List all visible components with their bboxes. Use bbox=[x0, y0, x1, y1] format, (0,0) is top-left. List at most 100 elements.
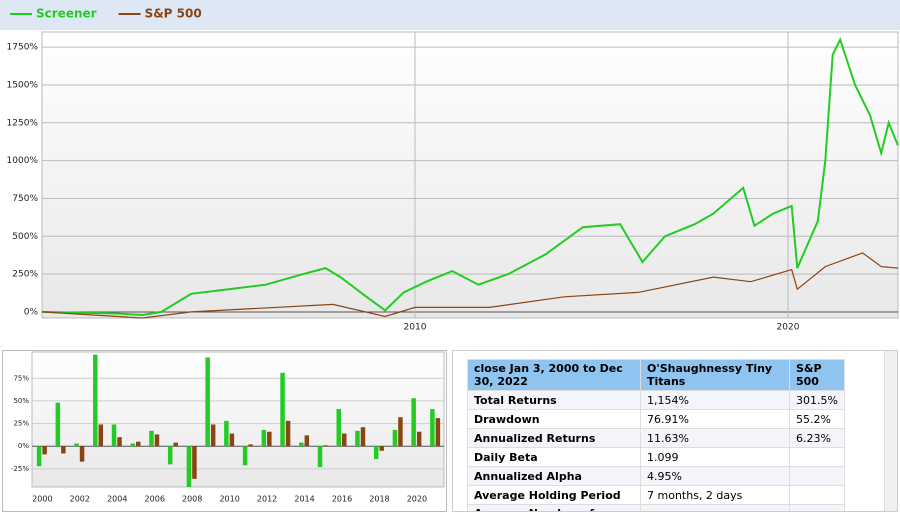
empty-cell bbox=[789, 504, 845, 511]
scrollbar[interactable] bbox=[884, 351, 897, 511]
line-chart: 0% 250% 500% 750% 1000% 1250% 1500% 1750% 2010 20… bbox=[0, 0, 900, 333]
bar bbox=[267, 431, 272, 447]
x-tick-label: 2000 bbox=[32, 495, 52, 504]
bar bbox=[398, 417, 403, 447]
x-tick-label: 2008 bbox=[182, 495, 202, 504]
bar bbox=[205, 357, 210, 447]
y-tick-label: 1500% bbox=[7, 80, 39, 90]
x-tick-label: 2010 bbox=[219, 495, 239, 504]
bar bbox=[317, 446, 323, 468]
row-label: Average Number of Positions bbox=[467, 504, 641, 511]
y-tick-label: 1750% bbox=[7, 43, 39, 53]
y-tick-label: 1000% bbox=[7, 156, 39, 166]
cell: 11.63% bbox=[640, 428, 790, 448]
bar bbox=[173, 442, 178, 447]
row-label: Drawdown bbox=[467, 409, 641, 429]
table-row: Average Number of Positions96 bbox=[467, 504, 845, 511]
bar bbox=[435, 418, 441, 447]
y-tick-label: 25% bbox=[13, 420, 29, 428]
y-tick-label: 75% bbox=[13, 374, 29, 382]
bar bbox=[117, 437, 122, 447]
bar bbox=[342, 433, 347, 447]
bar bbox=[430, 409, 435, 447]
empty-cell bbox=[789, 485, 845, 505]
bar bbox=[36, 446, 42, 467]
x-tick-label: 2012 bbox=[257, 495, 277, 504]
bar bbox=[79, 446, 85, 462]
x-tick-label: 2016 bbox=[332, 495, 352, 504]
row-label: Annualized Alpha bbox=[467, 466, 641, 486]
bar bbox=[304, 435, 310, 447]
cell: 96 bbox=[640, 504, 790, 511]
bar bbox=[224, 420, 229, 447]
bar bbox=[130, 443, 135, 447]
cell: 7 months, 2 days bbox=[640, 485, 790, 505]
bar bbox=[136, 441, 141, 447]
bar bbox=[360, 427, 366, 447]
bar bbox=[379, 446, 384, 451]
bar bbox=[336, 409, 341, 447]
table-row: Annualized Returns 11.63% 6.23% bbox=[467, 428, 845, 448]
x-tick-label: 2010 bbox=[404, 323, 427, 333]
y-tick-label: 500% bbox=[12, 232, 38, 242]
x-tick-label: 2018 bbox=[369, 495, 389, 504]
bar bbox=[93, 354, 98, 447]
bar-chart: -25% 0% 25% 50% 75% 2000 2002 2004 2006 2008 2010 2… bbox=[2, 350, 447, 512]
y-tick-label: -25% bbox=[11, 465, 29, 473]
header-cell: O'Shaughnessy Tiny Titans bbox=[640, 359, 790, 391]
legend-bar bbox=[0, 0, 900, 30]
table-row: Total Returns 1,154% 301.5% bbox=[467, 390, 845, 410]
bar bbox=[323, 445, 328, 447]
x-tick-label: 2006 bbox=[145, 495, 165, 504]
empty-cell bbox=[789, 466, 845, 486]
x-tick-label: 2020 bbox=[777, 323, 800, 333]
bar bbox=[416, 431, 422, 447]
bar bbox=[229, 433, 235, 447]
bar bbox=[42, 446, 47, 455]
header-cell: close Jan 3, 2000 to Dec 30, 2022 bbox=[467, 359, 641, 391]
y-tick-label: 750% bbox=[12, 194, 38, 204]
bar bbox=[285, 420, 291, 447]
y-tick-label: 250% bbox=[12, 270, 38, 280]
bar bbox=[373, 446, 379, 459]
bar bbox=[55, 402, 61, 447]
header-row: close Jan 3, 2000 to Dec 30, 2022 O'Shaug… bbox=[467, 359, 845, 391]
bar bbox=[248, 444, 253, 447]
bar bbox=[411, 398, 416, 447]
x-tick-label: 2020 bbox=[407, 495, 427, 504]
row-label: Total Returns bbox=[467, 390, 641, 410]
bar bbox=[210, 424, 216, 447]
series-line bbox=[41, 36, 899, 317]
cell: 1.099 bbox=[640, 447, 790, 467]
bar bbox=[154, 434, 160, 447]
row-label: Annualized Returns bbox=[467, 428, 641, 448]
table-row: Daily Beta 1.099 bbox=[467, 447, 845, 467]
legend-label: S&P 500 bbox=[145, 7, 202, 21]
bar bbox=[392, 429, 398, 447]
bar bbox=[98, 424, 104, 447]
plot-area bbox=[31, 351, 445, 488]
bar bbox=[167, 446, 173, 465]
bar bbox=[186, 446, 192, 487]
row-label: Daily Beta bbox=[467, 447, 641, 467]
y-tick-label: 0% bbox=[18, 442, 29, 450]
header-cell: S&P 500 bbox=[789, 359, 845, 391]
cell: 76.91% bbox=[640, 409, 790, 429]
cell: 6.23% bbox=[789, 428, 845, 448]
y-tick-label: 50% bbox=[13, 397, 29, 405]
stats-panel: close Jan 3, 2000 to Dec 30, 2022 O'Shaug… bbox=[452, 350, 898, 512]
legend-label: Screener bbox=[36, 7, 97, 21]
x-tick-label: 2002 bbox=[70, 495, 90, 504]
cell: 55.2% bbox=[789, 409, 845, 429]
table-row: Annualized Alpha 4.95% bbox=[467, 466, 845, 486]
bar bbox=[280, 372, 285, 447]
x-tick-label: 2004 bbox=[107, 495, 127, 504]
stats-table: close Jan 3, 2000 to Dec 30, 2022 O'Shaug… bbox=[467, 359, 845, 511]
cell: 4.95% bbox=[640, 466, 790, 486]
series-line bbox=[41, 252, 899, 319]
bar bbox=[74, 443, 79, 447]
cell: 1,154% bbox=[640, 390, 790, 410]
bar bbox=[261, 429, 267, 447]
y-tick-label: 0% bbox=[24, 307, 39, 317]
